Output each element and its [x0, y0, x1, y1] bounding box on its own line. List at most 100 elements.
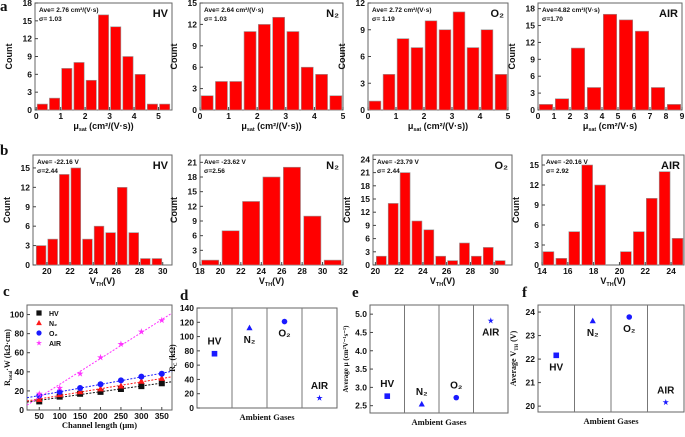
y-axis-label: Count [169, 44, 179, 70]
x-axis-label-part: TH [96, 282, 103, 288]
data-point-square [158, 380, 165, 387]
x-tick-label: 28 [135, 266, 145, 276]
y-axis-label: Rtotal·W (kΩ·cm) [3, 329, 14, 386]
y-tick-label: 0 [534, 260, 539, 270]
x-axis-label: VTH(V) [90, 276, 115, 288]
category-label: AIR [482, 328, 500, 339]
x-tick-label: 20 [42, 266, 52, 276]
x-tick-label: 50 [35, 411, 45, 421]
category-label: O₂ [450, 381, 462, 392]
histogram-bar [410, 47, 424, 111]
y-axis-label: Count [342, 197, 352, 223]
y-axis-label: Count [4, 44, 14, 70]
x-tick-label: 26 [277, 266, 287, 276]
x-axis-label: μsat (cm²/(V·s)) [241, 121, 301, 133]
x-tick-label: 1 [58, 111, 63, 121]
sample-label: AIR [661, 160, 680, 172]
stats-average: Ave= 2.72 cm²/(V·s) [372, 7, 432, 14]
histogram-bar [201, 259, 220, 266]
x-axis-label: VTH(V) [430, 276, 455, 288]
x-axis-label-part: sat [79, 127, 87, 133]
y-axis-label-part: R [3, 380, 12, 386]
x-axis-label-part: TH [436, 282, 443, 288]
data-point-circle [56, 388, 63, 395]
x-tick-label: 18 [589, 266, 599, 276]
x-axis-label: Ambient Gases [583, 416, 639, 426]
stats-sigma: σ=1.70 [542, 16, 563, 23]
data-point-square [553, 352, 560, 359]
panel-letter-e: e [352, 285, 359, 301]
stats-sigma: σ= 2.92 [546, 168, 569, 175]
y-axis-label-part: (kΩ) [168, 344, 177, 363]
y-tick-label: 12 [356, 0, 366, 8]
histogram-bar [435, 255, 447, 266]
y-tick-label: 100 [180, 332, 194, 342]
data-point-circle [36, 392, 43, 399]
stats-average: Ave= -22.16 V [37, 159, 80, 166]
y-tick-label: 0 [25, 260, 30, 270]
legend-label: O₂ [49, 331, 58, 338]
data-point-triangle [418, 400, 425, 407]
histogram-bar [618, 19, 634, 111]
category-label: O₂ [623, 324, 635, 335]
x-axis-label-part: Channel length (μm) [62, 420, 137, 430]
x-tick-label: 4 [312, 111, 317, 121]
x-tick-label: 5 [341, 111, 346, 121]
x-tick-label: 0 [536, 111, 541, 121]
y-tick-label: 9 [360, 25, 365, 35]
y-tick-label: 18 [23, 0, 33, 8]
stats-sigma: σ=2.44 [37, 168, 58, 175]
category-label: O₂ [278, 329, 290, 340]
y-axis-label-part: (V) [509, 330, 518, 343]
x-axis-label: Ambient Gases [239, 412, 295, 422]
histogram-bar [262, 176, 281, 266]
legend-marker-star [36, 339, 42, 346]
histogram-bar [650, 87, 666, 111]
histogram-bar [105, 232, 116, 266]
histogram-bar [466, 47, 480, 111]
x-axis-label: Channel length (μm) [62, 420, 137, 430]
stats-average: Ave= 2.64 cm²/(V·s) [204, 7, 264, 14]
y-tick-label: 60 [185, 360, 195, 370]
x-tick-label: 0 [198, 111, 203, 121]
x-tick-label: 0 [366, 111, 371, 121]
stats-sigma: σ= 1.19 [372, 16, 395, 23]
histogram-bar [140, 258, 151, 266]
y-tick-label: 12 [361, 207, 371, 217]
y-tick-label: 3 [360, 78, 365, 88]
x-axis-label: μsat (cm²/V·s) [583, 121, 637, 133]
histogram-bar [634, 30, 650, 111]
x-tick-label: 3 [450, 111, 455, 121]
histogram-bar [452, 11, 466, 111]
y-tick-label: 23 [526, 331, 536, 341]
y-tick-label: 21 [188, 157, 198, 167]
data-point-star [158, 316, 166, 324]
y-tick-label: 3 [192, 84, 197, 94]
data-point-star [137, 328, 145, 335]
histogram-bar [382, 74, 396, 111]
y-tick-label: 24 [361, 154, 371, 164]
category-label: HV [549, 362, 563, 373]
data-point-triangle [97, 385, 104, 392]
x-axis-label-part: V [259, 276, 265, 286]
histogram-bar [538, 104, 554, 111]
panel-letter-a: a [0, 0, 8, 15]
data-point-triangle [117, 382, 125, 389]
x-axis-label-part: (V) [614, 276, 626, 286]
histogram-bar [122, 56, 134, 111]
data-point-circle [117, 377, 124, 384]
plot-frame [26, 304, 173, 411]
x-axis-label-part: (V) [103, 276, 115, 286]
data-point-triangle [589, 317, 596, 324]
x-axis-label-part: TH [606, 282, 613, 288]
y-tick-label: 21 [361, 168, 371, 178]
x-axis-label-part: (cm²/(V·s)) [255, 121, 302, 131]
panel-letter-f: f [522, 285, 528, 301]
stats-sigma: σ= 1.03 [39, 16, 62, 23]
x-tick-label: 22 [641, 266, 651, 276]
y-tick-label: 6 [25, 221, 30, 231]
histogram-bar [303, 215, 322, 266]
y-axis-label: Count [2, 197, 12, 223]
x-axis-label-part: Ambient Gases [583, 416, 639, 426]
histogram-bar [570, 47, 586, 111]
